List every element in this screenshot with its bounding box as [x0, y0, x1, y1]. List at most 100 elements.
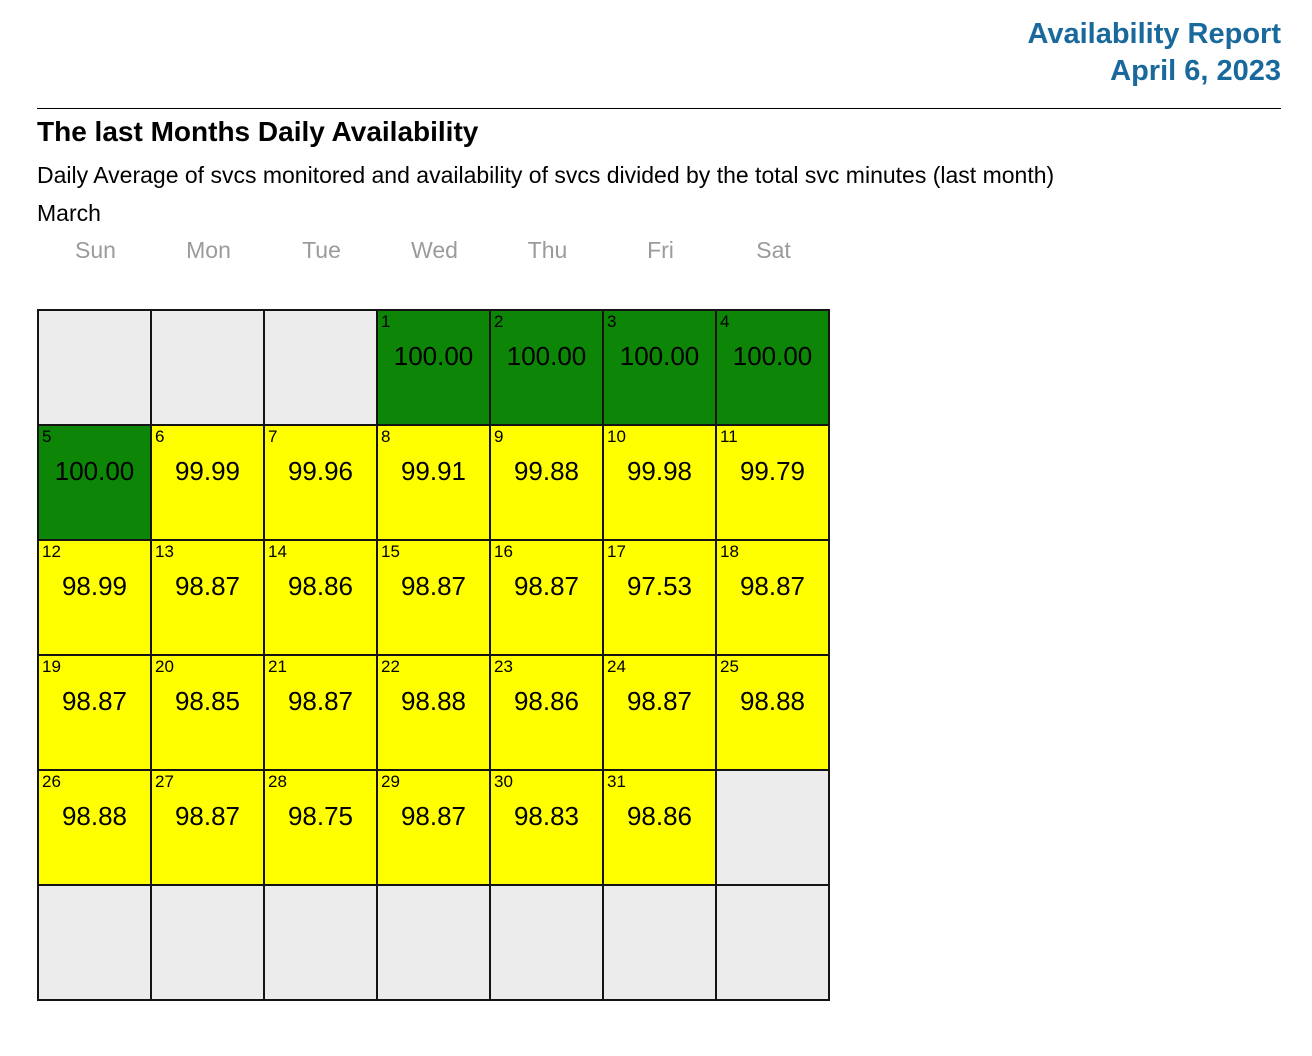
availability-value: 98.88 — [400, 686, 467, 716]
calendar-cell-day: 3 100.00 — [602, 309, 717, 426]
availability-value: 98.87 — [400, 801, 467, 831]
availability-value: 98.86 — [626, 801, 693, 831]
calendar-cell-day: 7 99.96 — [263, 424, 378, 541]
calendar-cell-day: 26 98.88 — [37, 769, 152, 886]
availability-value: 98.75 — [287, 801, 354, 831]
availability-value: 98.87 — [61, 686, 128, 716]
day-number: 4 — [720, 312, 730, 331]
calendar-cell-empty — [263, 884, 378, 1001]
day-number: 5 — [42, 427, 52, 446]
availability-value: 98.85 — [174, 686, 241, 716]
month-label: March — [37, 200, 101, 226]
availability-value: 98.87 — [400, 571, 467, 601]
calendar-cell-day: 5 100.00 — [37, 424, 152, 541]
day-number: 28 — [268, 772, 287, 791]
day-number: 25 — [720, 657, 739, 676]
availability-value: 98.88 — [61, 801, 128, 831]
calendar-cell-day: 10 99.98 — [602, 424, 717, 541]
day-number: 2 — [494, 312, 504, 331]
day-number: 14 — [268, 542, 287, 561]
availability-value: 100.00 — [732, 341, 813, 371]
day-number: 16 — [494, 542, 513, 561]
calendar-cell-day: 23 98.86 — [489, 654, 604, 771]
availability-value: 98.83 — [513, 801, 580, 831]
calendar-cell-empty — [602, 884, 717, 1001]
calendar-week-row: 5 100.00 6 99.99 7 99.96 8 99.91 9 99.88 10 99.98 11… — [37, 424, 830, 541]
availability-value: 100.00 — [506, 341, 587, 371]
day-number: 12 — [42, 542, 61, 561]
day-number: 9 — [494, 427, 504, 446]
day-number: 21 — [268, 657, 287, 676]
day-number: 8 — [381, 427, 391, 446]
calendar-cell-day: 18 98.87 — [715, 539, 830, 656]
weekday-label: Wed — [411, 237, 458, 263]
calendar-cell-day: 13 98.87 — [150, 539, 265, 656]
availability-calendar: 1 100.00 2 100.00 3 100.00 4 100.00 5 100.00 6 99.9… — [37, 309, 830, 1001]
weekday-label: Thu — [527, 237, 568, 263]
calendar-cell-day: 31 98.86 — [602, 769, 717, 886]
day-number: 17 — [607, 542, 626, 561]
calendar-week-row: 12 98.99 13 98.87 14 98.86 15 98.87 16 98.87 17 97.… — [37, 539, 830, 656]
calendar-cell-empty — [37, 309, 152, 426]
availability-value: 98.87 — [174, 571, 241, 601]
calendar-cell-day: 24 98.87 — [602, 654, 717, 771]
calendar-cell-empty — [37, 884, 152, 1001]
calendar-cell-day: 4 100.00 — [715, 309, 830, 426]
day-number: 6 — [155, 427, 165, 446]
day-number: 22 — [381, 657, 400, 676]
report-title: Availability Report — [1027, 18, 1281, 50]
availability-value: 99.88 — [513, 456, 580, 486]
calendar-cell-empty — [715, 884, 830, 1001]
report-header: Availability Report April 6, 2023 — [1027, 16, 1281, 90]
availability-value: 98.88 — [739, 686, 806, 716]
day-number: 29 — [381, 772, 400, 791]
availability-value: 99.91 — [400, 456, 467, 486]
day-number: 19 — [42, 657, 61, 676]
availability-value: 98.87 — [739, 571, 806, 601]
day-number: 10 — [607, 427, 626, 446]
calendar-week-row — [37, 884, 830, 1001]
section-description: Daily Average of svcs monitored and avai… — [37, 162, 1055, 188]
availability-value: 98.87 — [626, 686, 693, 716]
availability-value: 98.87 — [513, 571, 580, 601]
calendar-cell-day: 11 99.79 — [715, 424, 830, 541]
calendar-cell-day: 12 98.99 — [37, 539, 152, 656]
calendar-cell-empty — [263, 309, 378, 426]
calendar-cell-day: 14 98.86 — [263, 539, 378, 656]
day-number: 1 — [381, 312, 391, 331]
day-number: 23 — [494, 657, 513, 676]
weekday-label: Fri — [647, 237, 674, 263]
calendar-week-row: 1 100.00 2 100.00 3 100.00 4 100.00 — [37, 309, 830, 426]
day-number: 3 — [607, 312, 617, 331]
calendar-cell-empty — [150, 309, 265, 426]
calendar-cell-day: 8 99.91 — [376, 424, 491, 541]
day-number: 30 — [494, 772, 513, 791]
availability-value: 98.86 — [513, 686, 580, 716]
calendar-cell-empty — [150, 884, 265, 1001]
section-heading: The last Months Daily Availability — [37, 116, 479, 147]
day-number: 13 — [155, 542, 174, 561]
availability-value: 100.00 — [54, 456, 135, 486]
availability-value: 97.53 — [626, 571, 693, 601]
calendar-cell-day: 17 97.53 — [602, 539, 717, 656]
calendar-week-row: 26 98.88 27 98.87 28 98.75 29 98.87 30 98.83 31 98.… — [37, 769, 830, 886]
weekday-label: Mon — [186, 237, 231, 263]
calendar-cell-day: 29 98.87 — [376, 769, 491, 886]
availability-value: 99.99 — [174, 456, 241, 486]
availability-value: 100.00 — [619, 341, 700, 371]
day-number: 11 — [720, 427, 738, 446]
day-number: 26 — [42, 772, 61, 791]
calendar-cell-day: 9 99.88 — [489, 424, 604, 541]
day-number: 7 — [268, 427, 278, 446]
availability-value: 99.79 — [739, 456, 806, 486]
availability-value: 100.00 — [393, 341, 474, 371]
calendar-cell-day: 25 98.88 — [715, 654, 830, 771]
day-number: 24 — [607, 657, 626, 676]
availability-value: 99.96 — [287, 456, 354, 486]
calendar-cell-day: 1 100.00 — [376, 309, 491, 426]
weekday-row: Sun Mon Tue Wed Thu Fri Sat — [39, 236, 830, 264]
day-number: 18 — [720, 542, 739, 561]
day-number: 15 — [381, 542, 400, 561]
horizontal-rule — [37, 108, 1281, 109]
